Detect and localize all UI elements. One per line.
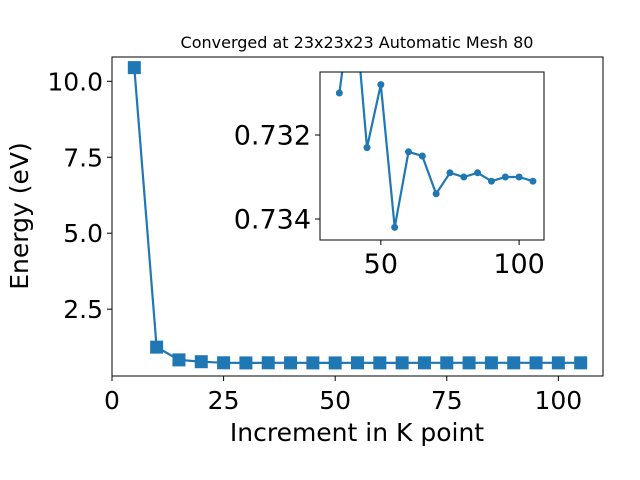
main-data-point (239, 356, 253, 370)
main-data-point (507, 356, 521, 370)
main-y-tick-label: 10.0 (47, 67, 103, 96)
inset-data-point (404, 148, 412, 156)
inset-data-point (335, 89, 343, 97)
main-data-point (574, 356, 588, 370)
y-axis-label: Energy (eV) (5, 142, 34, 289)
main-data-point (462, 356, 476, 370)
main-data-point (194, 355, 208, 369)
main-data-point (351, 356, 364, 370)
inset-data-point (487, 177, 495, 185)
chart-title: Converged at 23x23x23 Automatic Mesh 80 (181, 33, 534, 52)
main-y-tick-label: 2.5 (63, 295, 103, 324)
main-data-point (440, 356, 454, 370)
main-data-point (395, 356, 409, 370)
inset-data-point (474, 169, 482, 177)
inset-y-tick-label: 0.734 (234, 205, 311, 236)
inset-x-tick-label: 100 (493, 249, 545, 280)
inset-data-point (432, 190, 440, 198)
main-y-tick-label: 7.5 (63, 143, 103, 172)
main-x-tick-label: 0 (104, 386, 120, 415)
main-chart: Converged at 23x23x23 Automatic Mesh 80 … (5, 33, 604, 447)
inset-data-point (377, 81, 385, 89)
main-x-axis-ticks: 0 25 50 75 100 (104, 376, 582, 415)
main-data-point (529, 356, 543, 370)
main-data-point (373, 356, 387, 370)
inset-data-point (515, 173, 523, 181)
inset-plot-frame (319, 71, 545, 241)
main-data-point (328, 356, 342, 370)
main-series-markers (127, 61, 588, 370)
inset-data-point (529, 177, 537, 185)
main-data-point (551, 356, 565, 370)
inset-x-axis-ticks: 50 100 (364, 240, 545, 280)
main-data-point (217, 356, 231, 370)
main-x-tick-label: 25 (208, 386, 240, 415)
inset-chart: 50 100 0.732 0.734 (234, 71, 545, 280)
main-data-point (172, 353, 186, 367)
inset-x-tick-label: 50 (364, 249, 398, 280)
main-x-tick-label: 75 (431, 386, 463, 415)
main-x-tick-label: 100 (535, 386, 583, 415)
main-y-tick-label: 5.0 (63, 219, 103, 248)
x-axis-label: Increment in K point (230, 418, 484, 447)
main-data-point (306, 356, 320, 370)
inset-data-point (460, 173, 468, 181)
main-y-axis-ticks: 2.5 5.0 7.5 10.0 (47, 67, 112, 324)
main-data-point (417, 356, 431, 370)
main-plot-frame (111, 56, 604, 377)
main-data-point (484, 356, 498, 370)
inset-background (320, 72, 544, 240)
inset-data-point (501, 173, 509, 181)
main-data-point (127, 61, 141, 75)
inset-data-point (446, 169, 454, 177)
main-data-point (150, 340, 164, 354)
inset-data-point (418, 152, 426, 160)
main-x-tick-label: 50 (319, 386, 351, 415)
inset-series-markers (335, 81, 537, 231)
inset-y-axis-ticks: 0.732 0.734 (234, 121, 320, 236)
inset-data-point (391, 223, 399, 231)
inset-data-point (363, 144, 371, 152)
main-data-point (261, 356, 275, 370)
inset-y-tick-label: 0.732 (234, 121, 311, 152)
main-data-point (284, 356, 298, 370)
